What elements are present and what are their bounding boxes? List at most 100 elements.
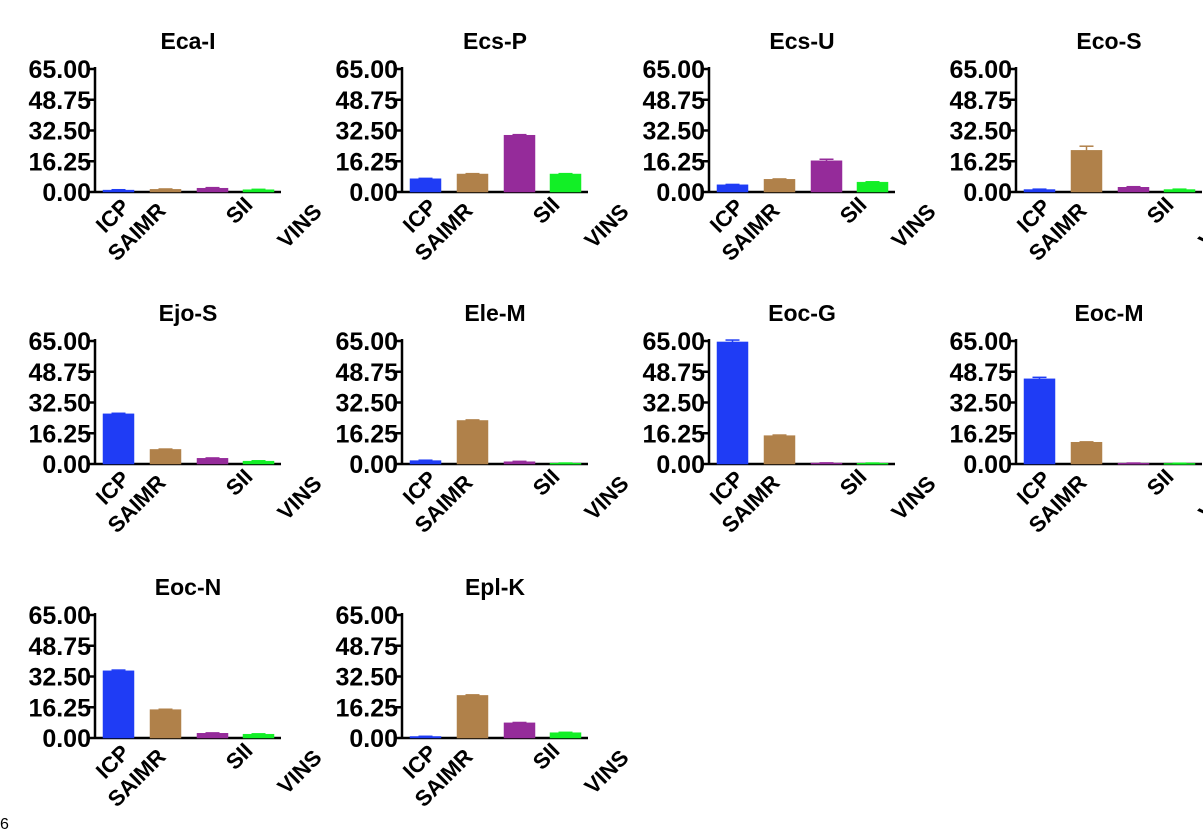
y-tick-label: 0.00	[349, 451, 398, 479]
bar-sii	[810, 160, 843, 193]
chart-title: Epl-K	[465, 574, 525, 600]
y-tick-label: 48.75	[949, 359, 1012, 387]
y-tick-label: 48.75	[642, 87, 705, 115]
bar-saimr	[763, 179, 796, 193]
y-tick-label: 48.75	[949, 87, 1012, 115]
y-tick-label: 32.50	[335, 664, 398, 692]
bar-icp	[716, 184, 749, 193]
x-tick-label-vins: VINS	[1194, 199, 1203, 253]
y-tick-label: 65.00	[28, 56, 91, 84]
x-tick-label-vins: VINS	[580, 745, 634, 799]
bar-sii	[196, 733, 229, 739]
y-tick-label: 32.50	[335, 390, 398, 418]
bar-sii	[503, 134, 536, 193]
y-tick-label: 16.25	[335, 420, 398, 448]
chart-title: Eoc-M	[1075, 300, 1144, 326]
chart-title: Eco-S	[1076, 28, 1141, 54]
x-tick-label-vins: VINS	[273, 471, 327, 525]
x-tick-label-sii: SII	[835, 192, 872, 229]
x-tick-label-sii: SII	[1142, 192, 1179, 229]
x-tick-label-sii: SII	[221, 192, 258, 229]
bar-saimr	[149, 189, 182, 193]
bar-vins	[549, 732, 582, 739]
bar-icp	[716, 341, 749, 465]
chart-title: Ele-M	[464, 300, 525, 326]
y-tick-label: 32.50	[335, 118, 398, 146]
y-tick-label: 16.25	[335, 694, 398, 722]
x-tick-label-vins: VINS	[580, 471, 634, 525]
chart-title: Eoc-N	[155, 574, 221, 600]
y-tick-label: 0.00	[42, 725, 91, 753]
y-tick-label: 65.00	[335, 602, 398, 630]
bar-saimr	[763, 435, 796, 465]
chart-title: Ecs-U	[769, 28, 834, 54]
y-tick-label: 65.00	[28, 602, 91, 630]
bar-vins	[856, 181, 889, 193]
chart-title: Eoc-G	[768, 300, 836, 326]
y-tick-label: 0.00	[656, 179, 705, 207]
corner-label: 6	[0, 816, 9, 833]
y-tick-label: 32.50	[28, 390, 91, 418]
y-tick-label: 0.00	[963, 179, 1012, 207]
x-tick-label-vins: VINS	[273, 199, 327, 253]
y-tick-label: 65.00	[642, 328, 705, 356]
bar-saimr	[456, 420, 489, 465]
y-tick-label: 32.50	[949, 390, 1012, 418]
bar-saimr	[456, 695, 489, 739]
y-tick-label: 48.75	[335, 87, 398, 115]
bar-icp	[1023, 378, 1056, 465]
y-tick-label: 65.00	[949, 56, 1012, 84]
bar-icp	[409, 178, 442, 193]
chart-title: Ejo-S	[159, 300, 218, 326]
y-tick-label: 0.00	[42, 179, 91, 207]
x-tick-label-sii: SII	[221, 464, 258, 501]
x-tick-label-vins: VINS	[273, 745, 327, 799]
bar-icp	[102, 413, 135, 465]
y-tick-label: 65.00	[28, 328, 91, 356]
bar-vins	[242, 460, 275, 465]
bar-saimr	[456, 173, 489, 193]
y-tick-label: 16.25	[642, 148, 705, 176]
y-tick-label: 65.00	[335, 328, 398, 356]
y-tick-label: 16.25	[335, 148, 398, 176]
y-tick-label: 16.25	[642, 420, 705, 448]
chart-title: Ecs-P	[463, 28, 527, 54]
bar-sii	[503, 722, 536, 739]
bar-saimr	[149, 449, 182, 465]
y-tick-label: 32.50	[28, 118, 91, 146]
y-tick-label: 32.50	[28, 664, 91, 692]
x-tick-label-vins: VINS	[580, 199, 634, 253]
x-tick-label-sii: SII	[528, 464, 565, 501]
x-tick-label-vins: VINS	[887, 199, 941, 253]
y-tick-label: 65.00	[335, 56, 398, 84]
y-tick-label: 32.50	[642, 390, 705, 418]
bar-saimr	[1070, 150, 1103, 193]
bar-sii	[196, 458, 229, 465]
y-tick-label: 16.25	[28, 148, 91, 176]
y-tick-label: 48.75	[28, 87, 91, 115]
y-tick-label: 48.75	[335, 359, 398, 387]
bar-vins	[242, 733, 275, 739]
x-tick-label-vins: VINS	[1194, 471, 1203, 525]
bar-sii	[196, 187, 229, 193]
y-tick-label: 0.00	[963, 451, 1012, 479]
y-tick-label: 48.75	[335, 633, 398, 661]
y-tick-label: 65.00	[642, 56, 705, 84]
chart-title: Eca-I	[161, 28, 216, 54]
y-tick-label: 0.00	[656, 451, 705, 479]
bar-sii	[1117, 187, 1150, 193]
x-tick-label-sii: SII	[1142, 464, 1179, 501]
y-tick-label: 0.00	[349, 725, 398, 753]
bar-saimr	[149, 709, 182, 739]
y-tick-label: 48.75	[642, 359, 705, 387]
